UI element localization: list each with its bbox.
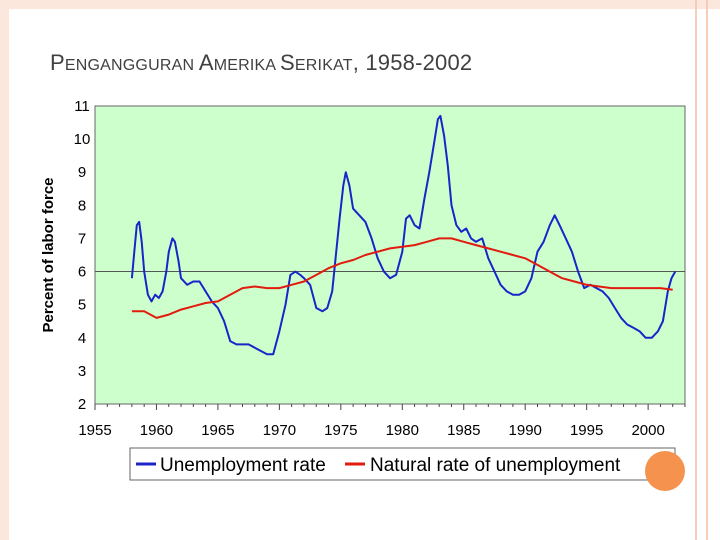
slide-border-right (695, 0, 697, 540)
unemployment-rate-line (130, 114, 677, 356)
x-tick-label: 1995 (570, 422, 603, 439)
y-tick-label: 9 (78, 164, 86, 181)
title-part: S (280, 50, 295, 75)
x-tick-label: 1960 (140, 422, 173, 439)
y-tick-label: 10 (74, 131, 91, 148)
y-tick-label: 8 (78, 197, 86, 214)
x-tick-label: 1975 (324, 422, 357, 439)
slide-title: PENGANGGURAN AMERIKA SERIKAT, 1958-2002 (50, 50, 472, 76)
y-axis-label: Percent of labor force (40, 177, 57, 332)
natural-rate-line (131, 237, 673, 319)
y-tick-label: 7 (78, 230, 86, 247)
slide-border-right-outer (706, 0, 708, 540)
x-tick-label: 1965 (201, 422, 234, 439)
title-part: ENGANGGURAN (64, 57, 199, 74)
slide-border-left (0, 0, 9, 540)
slide-border-top (0, 0, 720, 9)
legend-label: Natural rate of unemployment (370, 455, 621, 476)
x-tick-label: 1980 (386, 422, 419, 439)
y-tick-label: 11 (74, 98, 90, 115)
legend-box (129, 447, 676, 481)
title-part: MERIKA (213, 57, 281, 74)
x-tick-label: 1985 (447, 422, 480, 439)
y-tick-label: 6 (78, 264, 86, 281)
legend-label: Unemployment rate (160, 455, 326, 476)
x-tick-label: 1955 (78, 422, 111, 439)
title-part: A (198, 50, 214, 75)
x-tick-label: 1990 (509, 422, 542, 439)
y-tick-label: 5 (78, 297, 86, 314)
title-part: P (50, 50, 65, 75)
decorative-dot (645, 451, 685, 491)
y-tick-label: 3 (78, 363, 86, 380)
title-part: , 1958-2002 (352, 50, 473, 75)
y-tick-label: 2 (78, 396, 86, 413)
x-tick-label: 1970 (263, 422, 296, 439)
title-part: ERIKAT (294, 57, 353, 74)
plot-area (94, 105, 686, 405)
y-tick-label: 4 (78, 330, 86, 347)
x-tick-label: 2000 (631, 422, 664, 439)
